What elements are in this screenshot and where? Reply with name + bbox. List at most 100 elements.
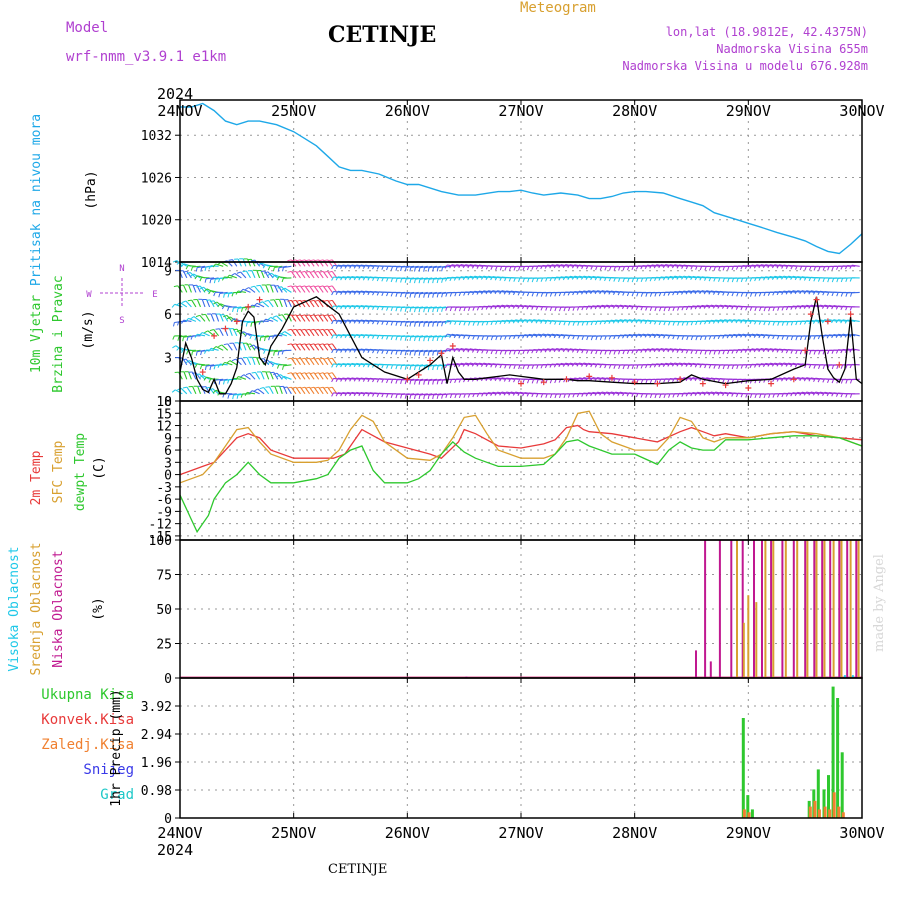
precip-bar: [817, 809, 821, 818]
cloud-bar: [843, 675, 846, 678]
y-tick-label: 25: [156, 638, 172, 653]
gust-point: [847, 311, 854, 318]
gust-point: [802, 347, 809, 354]
panel-frame: [179, 677, 863, 819]
x-tick-label-bottom: 25NOV: [271, 824, 316, 842]
y-tick-label: 75: [156, 569, 172, 584]
station-title: CETINJE: [328, 22, 437, 48]
precip-bar: [747, 812, 751, 818]
watermark: made by Angel: [872, 554, 887, 652]
compass-n: N: [119, 264, 124, 274]
cloud-bar: [792, 540, 795, 678]
x-tick-label-top: 29NOV: [726, 102, 771, 120]
cloud-bar: [709, 661, 712, 678]
dewpoint-line: [179, 435, 863, 534]
cloud-bar: [815, 540, 818, 678]
y-tick-label: 1026: [141, 171, 172, 186]
wind-barbs: [171, 258, 860, 400]
y-tick-label: 0: [164, 469, 172, 484]
wind-ylabel-1: 10m Vjetar: [29, 295, 44, 373]
gust-point: [427, 357, 434, 364]
y-tick-label: 100: [149, 534, 172, 549]
gust-point: [540, 379, 547, 386]
cloud-bar: [821, 540, 824, 678]
y-tick-label: 0.98: [141, 784, 172, 799]
cloud-bar: [755, 602, 758, 678]
x-tick-label-top: 26NOV: [385, 102, 430, 120]
x-tick-label-bottom: 29NOV: [726, 824, 771, 842]
x-tick-label-bottom: 28NOV: [612, 824, 657, 842]
cloud-bar: [829, 540, 832, 678]
cloud-ylabel-1: Visoka Oblacnost: [7, 546, 22, 671]
precip-bar: [750, 809, 754, 818]
gust-point: [586, 373, 593, 380]
y-tick-label: 9: [164, 265, 172, 280]
y-tick-label: 12: [156, 420, 172, 435]
cloud-bar: [736, 540, 738, 678]
gust-point: [722, 382, 729, 389]
gust-point: [222, 325, 229, 332]
precip-bar: [841, 812, 845, 818]
precip-bar: [822, 789, 826, 818]
x-tick-label-bottom: 30NOV: [839, 824, 884, 842]
y-tick-label: 1032: [141, 129, 172, 144]
gust-point: [233, 318, 240, 325]
cloud-bar: [832, 540, 835, 678]
cloud-bar: [823, 540, 826, 678]
gust-point: [608, 374, 615, 381]
cloud-bar: [855, 540, 858, 678]
y-tick-label: -9: [156, 505, 172, 520]
cloud-bar: [742, 622, 745, 678]
y-tick-label: 2.94: [141, 728, 172, 743]
cloud-ylabel-3: Niska Oblacnost: [51, 550, 66, 667]
compass-s: S: [119, 316, 124, 326]
x-tick-label-top: 28NOV: [612, 102, 657, 120]
temp-ylabel-2: SFC Temp: [51, 441, 66, 504]
y-tick-label: 1020: [141, 214, 172, 229]
cloud-bar: [813, 540, 816, 678]
pressure-line: [180, 102, 863, 255]
precip-legend-4: Grad: [100, 787, 134, 803]
cloud-bar: [804, 540, 807, 678]
y-tick-label: 3: [164, 456, 172, 471]
cloud-bar: [849, 540, 852, 678]
gust-point: [631, 379, 638, 386]
compass-w: W: [86, 290, 92, 300]
cloud-bar: [741, 540, 744, 678]
precip-bar: [840, 752, 844, 818]
cloud-bar: [718, 540, 721, 678]
precip-bar: [828, 809, 832, 818]
precip-legend-0: Ukupna Kisa: [41, 687, 134, 703]
precip-bar: [823, 806, 827, 818]
panel-frame: [179, 400, 863, 541]
cloud-bar: [781, 540, 784, 678]
cloud-bar: [796, 540, 799, 678]
cloud-unit: (%): [91, 597, 106, 620]
precip-legend-2: Zaledj.Kisa: [41, 737, 134, 753]
gust-point: [199, 369, 206, 376]
cloud-bar: [695, 650, 697, 678]
cloud-bar: [838, 540, 841, 678]
cloud-bar: [846, 540, 849, 678]
y-tick-label: -12: [149, 518, 172, 533]
compass-e: E: [152, 290, 157, 300]
wind-unit: (m/s): [81, 310, 96, 349]
cloud-bar: [730, 540, 733, 678]
precip-bar: [742, 809, 746, 818]
pressure-unit: (hPa): [84, 170, 99, 209]
cloud-bar: [851, 675, 854, 678]
y-tick-label: 18: [156, 395, 172, 410]
y-tick-label: -3: [156, 481, 172, 496]
cloud-bar: [764, 540, 767, 678]
gust-point: [449, 342, 456, 349]
precip-bar: [827, 775, 830, 818]
cloud-bar: [840, 540, 843, 678]
y-tick-label: 0: [164, 395, 172, 410]
y-tick-label: 6: [164, 308, 172, 323]
cloud-bar: [747, 595, 750, 678]
gust-point: [768, 380, 775, 387]
t2m-line: [179, 424, 863, 476]
y-tick-label: 3: [164, 352, 172, 367]
x-tick-label-bottom: 24NOV: [157, 824, 202, 842]
